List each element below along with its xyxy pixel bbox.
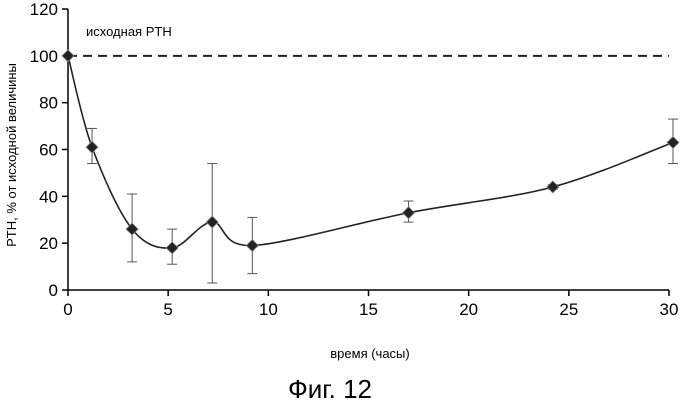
data-point — [246, 240, 258, 252]
x-tick-label: 5 — [163, 300, 172, 319]
x-axis-title: время (часы) — [330, 346, 409, 361]
y-tick-label: 0 — [49, 281, 58, 300]
y-tick-label: 60 — [39, 141, 58, 160]
y-tick-label: 120 — [30, 0, 58, 19]
data-point — [667, 136, 679, 148]
data-point — [206, 216, 218, 228]
y-axis-title: PTH, % от исходной величины — [4, 63, 19, 247]
data-point — [403, 207, 415, 219]
x-tick-label: 30 — [660, 300, 679, 319]
data-point — [86, 141, 98, 153]
data-point — [166, 242, 178, 254]
x-tick-label: 15 — [359, 300, 378, 319]
y-tick-label: 20 — [39, 234, 58, 253]
baseline-annotation: исходная PTH — [86, 24, 172, 39]
series-line — [68, 56, 673, 248]
plot-area: 0 20 40 60 80 100 120 0 5 10 15 20 25 30 — [30, 0, 679, 319]
x-tick-label: 0 — [63, 300, 72, 319]
data-point — [547, 181, 559, 193]
data-point — [62, 50, 74, 62]
y-tick-label: 80 — [39, 94, 58, 113]
x-tick-label: 10 — [259, 300, 278, 319]
x-tick-label: 25 — [559, 300, 578, 319]
x-tick-label: 20 — [459, 300, 478, 319]
y-tick-label: 100 — [30, 47, 58, 66]
y-tick-label: 40 — [39, 187, 58, 206]
figure-caption: Фиг. 12 — [288, 374, 372, 404]
